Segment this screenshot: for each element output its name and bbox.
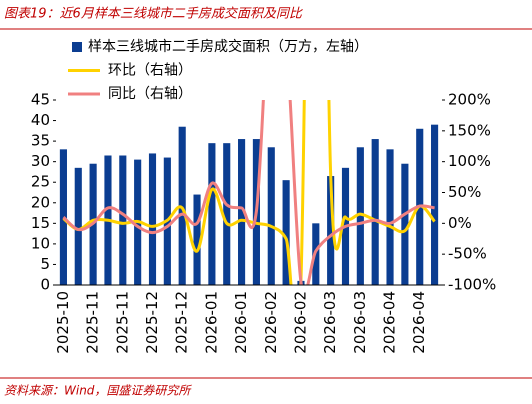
x-tick-label: 2026-04 [381,291,399,354]
bar [282,180,290,285]
y-tick-label: 25 [31,173,50,191]
bar [401,163,409,285]
y-tick-label: 15 [31,214,50,232]
y2-tick-label: 100% [448,152,491,170]
bar [223,143,231,285]
y2-tick-label: 50% [448,183,481,201]
y-tick-label: 45 [31,91,50,109]
bar [327,176,335,285]
line [62,100,436,285]
x-tick-label: 2025-11 [113,291,131,354]
legend-label: 样本三线城市二手房成交面积（万方，左轴） [88,38,368,55]
bar [74,167,82,285]
bar [59,149,67,285]
x-tick-label: 2026-01 [202,291,220,354]
legend-label: 同比（右轴） [108,86,192,102]
y-tick-label: 5 [40,255,50,273]
bar [431,124,439,285]
bar [178,126,186,285]
chart-title: 图表19：近6月样本三线城市二手房成交面积及同比 [4,6,303,22]
bar [148,153,157,285]
bar [371,139,379,285]
y-tick-label: 10 [31,234,50,252]
plot-area [59,100,439,285]
bar [386,149,394,285]
source: 资料来源：Wind，国盛证券研究所 [4,384,192,398]
line [62,100,435,285]
y-tick-label: 30 [31,152,50,170]
bar [119,155,127,285]
y2-tick-label: -100% [448,276,496,294]
bar [193,194,201,285]
legend-swatch [72,42,82,52]
y2-tick-label: 0% [448,214,472,232]
bar [238,139,246,285]
bar [356,147,364,285]
y2-tick-label: 150% [448,121,491,139]
x-tick-label: 2026-01 [232,291,250,354]
legend-label: 环比（右轴） [108,63,192,79]
y2-tick-label: -50% [448,245,487,263]
y-tick-label: 20 [31,193,50,211]
x-tick-label: 2025-10 [54,291,72,354]
x-tick-label: 2025-12 [173,291,191,354]
bar [267,147,275,285]
y-tick-label: 40 [31,111,50,129]
x-tick-label: 2026-04 [410,291,428,354]
x-tick-label: 2026-03 [351,291,369,354]
y2-tick-label: 200% [448,91,491,109]
x-tick-label: 2025-11 [84,291,102,354]
y-tick-label: 35 [31,132,50,150]
x-tick-label: 2026-02 [262,291,280,354]
x-tick-label: 2026-02 [291,291,309,354]
x-tick-label: 2025-12 [143,291,161,354]
x-tick-label: 2026-03 [321,291,339,354]
y-tick-label: 0 [40,276,50,294]
bar [208,143,216,285]
